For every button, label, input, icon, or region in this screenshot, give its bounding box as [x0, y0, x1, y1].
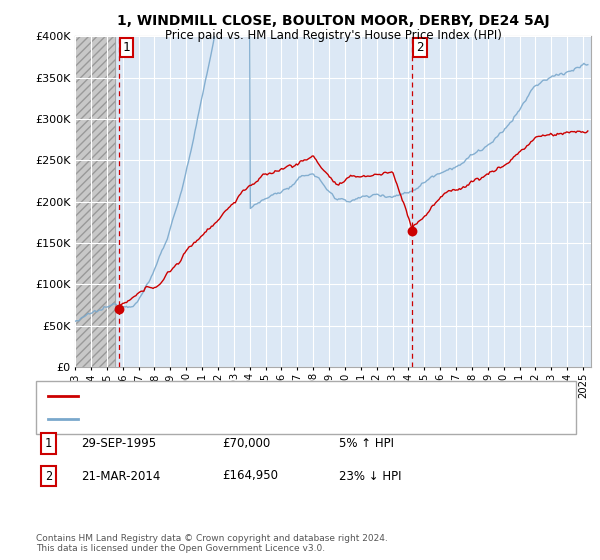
Text: 1, WINDMILL CLOSE, BOULTON MOOR, DERBY, DE24 5AJ (detached house): 1, WINDMILL CLOSE, BOULTON MOOR, DERBY, …: [84, 391, 490, 401]
Text: £70,000: £70,000: [222, 437, 270, 450]
Text: 2: 2: [416, 41, 424, 54]
Text: 23% ↓ HPI: 23% ↓ HPI: [339, 469, 401, 483]
Text: 1: 1: [122, 41, 130, 54]
Text: 5% ↑ HPI: 5% ↑ HPI: [339, 437, 394, 450]
Text: HPI: Average price, detached house, South Derbyshire: HPI: Average price, detached house, Sout…: [84, 414, 381, 424]
Bar: [75, 36, 115, 367]
Bar: [75, 36, 115, 367]
Text: Price paid vs. HM Land Registry's House Price Index (HPI): Price paid vs. HM Land Registry's House …: [164, 29, 502, 42]
Text: 1: 1: [45, 437, 52, 450]
Text: 29-SEP-1995: 29-SEP-1995: [81, 437, 156, 450]
Point: [407, 226, 417, 235]
Text: 21-MAR-2014: 21-MAR-2014: [81, 469, 160, 483]
Text: 2: 2: [45, 469, 52, 483]
Text: £164,950: £164,950: [222, 469, 278, 483]
Point: [114, 305, 124, 314]
Text: 1, WINDMILL CLOSE, BOULTON MOOR, DERBY, DE24 5AJ: 1, WINDMILL CLOSE, BOULTON MOOR, DERBY, …: [116, 14, 550, 28]
Text: Contains HM Land Registry data © Crown copyright and database right 2024.
This d: Contains HM Land Registry data © Crown c…: [36, 534, 388, 553]
